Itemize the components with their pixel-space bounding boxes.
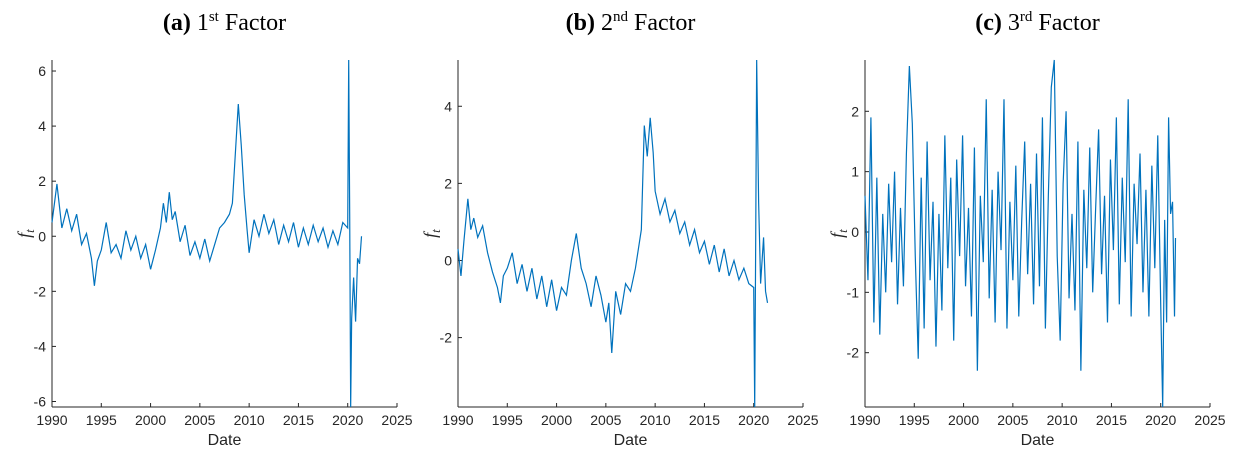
title-number: 2 [601,10,613,36]
title-sup: rd [1020,9,1033,25]
x-axis-label: Date [614,432,648,449]
y-label-sub: t [428,229,443,233]
x-tick-label: 2005 [590,412,621,428]
data-line [51,59,363,408]
x-tick-label: 2000 [541,412,572,428]
x-tick-label: 2025 [1194,412,1225,428]
title-sup: nd [613,9,629,25]
x-tick-label: 2000 [948,412,979,428]
x-tick-label: 2000 [135,412,166,428]
x-tick-label: 2015 [1096,412,1127,428]
title-word: Factor [1038,10,1099,36]
y-tick-label: 2 [38,173,46,189]
title-number: 3 [1008,10,1020,36]
title-word: Factor [634,10,695,36]
y-tick-label: 0 [851,224,859,240]
x-tick-label: 1995 [86,412,117,428]
y-tick-label: 2 [444,175,452,191]
x-tick-label: 2015 [689,412,720,428]
y-tick-label: 0 [444,252,452,268]
title-label: (c) [975,10,1002,36]
x-tick-label: 2025 [787,412,818,428]
chart-title: (c) 3rd Factor [975,9,1099,36]
y-label-sub: t [22,229,37,233]
x-tick-label: 2005 [184,412,215,428]
chart-title: (b) 2nd Factor [566,9,696,36]
x-tick-label: 2010 [234,412,265,428]
x-tick-label: 2020 [1145,412,1176,428]
y-tick-label: -2 [847,345,860,361]
x-tick-label: 1990 [36,412,67,428]
chart-title: (a) 1st Factor [163,9,286,36]
title-sup: st [209,9,220,25]
x-tick-label: 1995 [492,412,523,428]
y-tick-label: 4 [444,98,452,114]
y-label-sub: t [835,229,850,233]
y-label-main: f [14,230,34,238]
y-tick-label: 4 [38,118,46,134]
x-tick-label: 1990 [849,412,880,428]
y-axis-label: ft [14,229,37,238]
y-tick-label: 6 [38,63,46,79]
data-line [864,59,1177,408]
y-tick-label: -4 [34,338,47,354]
y-tick-label: -2 [440,330,453,346]
title-label: (b) [566,10,595,36]
x-tick-label: 2020 [332,412,363,428]
y-tick-label: 2 [851,103,859,119]
y-label-main: f [420,230,440,238]
y-axis-label: ft [420,229,443,238]
y-axis-label: ft [827,229,850,238]
y-tick-label: -2 [34,283,47,299]
x-tick-label: 2005 [997,412,1028,428]
x-tick-label: 2020 [738,412,769,428]
data-line [457,59,769,408]
y-label-main: f [827,230,847,238]
title-label: (a) [163,10,191,36]
x-tick-label: 2015 [283,412,314,428]
x-axis-label: Date [1021,432,1055,449]
y-tick-label: 1 [851,164,859,180]
y-tick-label: 0 [38,228,46,244]
x-axis-label: Date [208,432,242,449]
x-tick-label: 1995 [899,412,930,428]
x-tick-label: 1990 [442,412,473,428]
y-tick-label: -1 [847,284,860,300]
x-tick-label: 2010 [1047,412,1078,428]
x-tick-label: 2010 [640,412,671,428]
title-word: Factor [225,10,286,36]
x-tick-label: 2025 [381,412,412,428]
y-tick-label: -6 [34,393,47,409]
title-number: 1 [197,10,209,36]
